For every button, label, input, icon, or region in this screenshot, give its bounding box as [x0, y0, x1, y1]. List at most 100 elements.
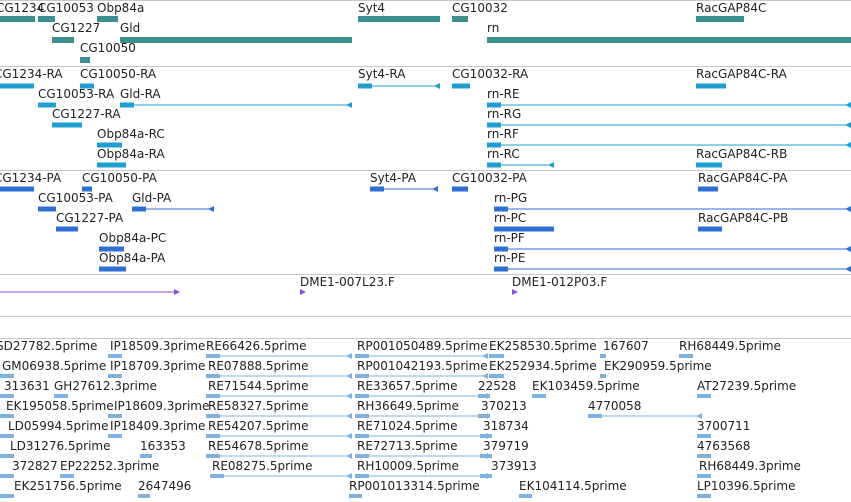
exon-block[interactable]	[206, 454, 220, 458]
feature[interactable]: RH36649.5prime	[355, 399, 488, 419]
exon-block[interactable]	[97, 142, 122, 148]
exon-block[interactable]	[82, 186, 92, 192]
feature[interactable]: rn-RG	[487, 107, 851, 128]
feature[interactable]: 370213	[478, 399, 527, 418]
exon-block[interactable]	[679, 354, 693, 358]
feature[interactable]: CG1227	[52, 21, 100, 43]
feature[interactable]: 4770058	[588, 399, 702, 419]
exon-block[interactable]	[487, 102, 501, 108]
feature[interactable]: IP18709.3prime	[108, 359, 205, 378]
feature[interactable]: CG10050	[80, 41, 136, 63]
feature[interactable]: rn-RF	[487, 127, 851, 148]
feature[interactable]: CG10032	[452, 1, 508, 22]
exon-block[interactable]	[97, 162, 126, 168]
feature[interactable]: CG1227-RA	[52, 107, 121, 128]
gene-bar[interactable]	[120, 37, 352, 43]
clone-arrow[interactable]	[300, 289, 306, 295]
feature[interactable]: 372827	[0, 459, 58, 478]
exon-block[interactable]	[0, 186, 34, 192]
feature[interactable]: RH68449.3prime	[697, 459, 801, 478]
feature[interactable]: Obp84a	[97, 1, 144, 22]
exon-block[interactable]	[358, 83, 372, 89]
gene-bar[interactable]	[696, 16, 744, 22]
feature[interactable]: 373913	[480, 459, 537, 478]
exon-block[interactable]	[452, 83, 470, 89]
feature[interactable]: RE72713.5prime	[355, 439, 488, 459]
feature[interactable]: CG10053	[38, 1, 94, 22]
feature[interactable]: 4763568	[697, 439, 750, 458]
feature[interactable]: 3700711	[697, 419, 750, 438]
feature[interactable]: Obp84a-RC	[97, 127, 165, 148]
feature[interactable]: RE07888.5prime	[206, 359, 352, 379]
feature[interactable]: EK251756.5prime	[0, 479, 122, 498]
feature[interactable]: DME1-007L23.F	[300, 275, 395, 295]
feature[interactable]: RP001013314.5prime	[349, 479, 480, 498]
exon-block[interactable]	[355, 374, 369, 378]
gene-bar[interactable]	[97, 16, 118, 22]
feature[interactable]: 2647496	[138, 479, 191, 498]
exon-block[interactable]	[452, 186, 468, 192]
exon-block[interactable]	[138, 494, 150, 498]
feature[interactable]	[0, 289, 180, 295]
clone-arrow[interactable]	[174, 289, 180, 295]
feature[interactable]: RacGAP84C-PA	[698, 171, 788, 192]
exon-block[interactable]	[108, 374, 122, 378]
exon-block[interactable]	[355, 434, 369, 438]
exon-block[interactable]	[487, 162, 501, 168]
exon-block[interactable]	[480, 474, 492, 478]
exon-block[interactable]	[56, 226, 78, 232]
feature[interactable]: rn-PC	[494, 211, 554, 232]
feature[interactable]: RH10009.5prime	[355, 459, 488, 479]
feature[interactable]: CG1234-RA	[0, 67, 63, 89]
feature[interactable]: EK290959.5prime	[600, 359, 712, 378]
feature[interactable]: 318734	[480, 419, 529, 438]
exon-block[interactable]	[494, 246, 508, 252]
feature[interactable]: RE66426.5prime	[206, 339, 352, 359]
exon-block[interactable]	[349, 494, 362, 498]
feature[interactable]: LP10396.5prime	[697, 479, 796, 498]
feature[interactable]: Gld-RA	[120, 87, 352, 108]
exon-block[interactable]	[206, 374, 220, 378]
feature[interactable]: rn	[487, 21, 851, 43]
exon-block[interactable]	[0, 454, 14, 458]
exon-block[interactable]	[588, 414, 602, 418]
feature[interactable]: CG1227-PA	[56, 211, 124, 232]
feature[interactable]: 22528	[478, 379, 516, 398]
feature[interactable]: CG1234-PA	[0, 171, 62, 192]
exon-block[interactable]	[487, 142, 501, 148]
exon-block[interactable]	[0, 374, 14, 378]
feature[interactable]: CG1234	[0, 1, 44, 22]
feature[interactable]: Syt4-PA	[370, 171, 438, 192]
feature[interactable]: RacGAP84C-RA	[696, 67, 788, 89]
exon-block[interactable]	[99, 266, 126, 272]
feature[interactable]: Obp84a-PA	[99, 251, 166, 272]
feature[interactable]: Obp84a-RA	[97, 147, 165, 168]
exon-block[interactable]	[355, 354, 369, 358]
feature[interactable]: Gld	[120, 21, 352, 43]
feature[interactable]: RP001042193.5prime	[355, 359, 488, 379]
exon-block[interactable]	[108, 354, 122, 358]
feature[interactable]: RE08275.5prime	[210, 459, 352, 479]
exon-block[interactable]	[697, 394, 711, 398]
feature[interactable]: Syt4-RA	[358, 67, 440, 89]
exon-block[interactable]	[206, 414, 220, 418]
exon-block[interactable]	[698, 186, 718, 192]
gene-bar[interactable]	[452, 16, 468, 22]
feature[interactable]: RE54678.5prime	[206, 439, 352, 459]
exon-block[interactable]	[80, 83, 94, 89]
exon-block[interactable]	[0, 434, 14, 438]
feature[interactable]: RacGAP84C-RB	[696, 147, 787, 168]
exon-block[interactable]	[494, 206, 508, 212]
gene-bar[interactable]	[0, 16, 35, 22]
exon-block[interactable]	[0, 474, 14, 478]
exon-block[interactable]	[478, 394, 490, 398]
feature[interactable]: CG10050-RA	[80, 67, 157, 89]
feature[interactable]: 167607	[600, 339, 649, 358]
feature[interactable]: IP18609.3prime	[108, 399, 209, 418]
exon-block[interactable]	[0, 494, 14, 498]
exon-block[interactable]	[698, 226, 722, 232]
exon-block[interactable]	[480, 454, 492, 458]
feature[interactable]: RP001050489.5prime	[355, 339, 488, 359]
feature[interactable]: LD05994.5prime	[0, 419, 109, 438]
exon-block[interactable]	[600, 354, 606, 358]
